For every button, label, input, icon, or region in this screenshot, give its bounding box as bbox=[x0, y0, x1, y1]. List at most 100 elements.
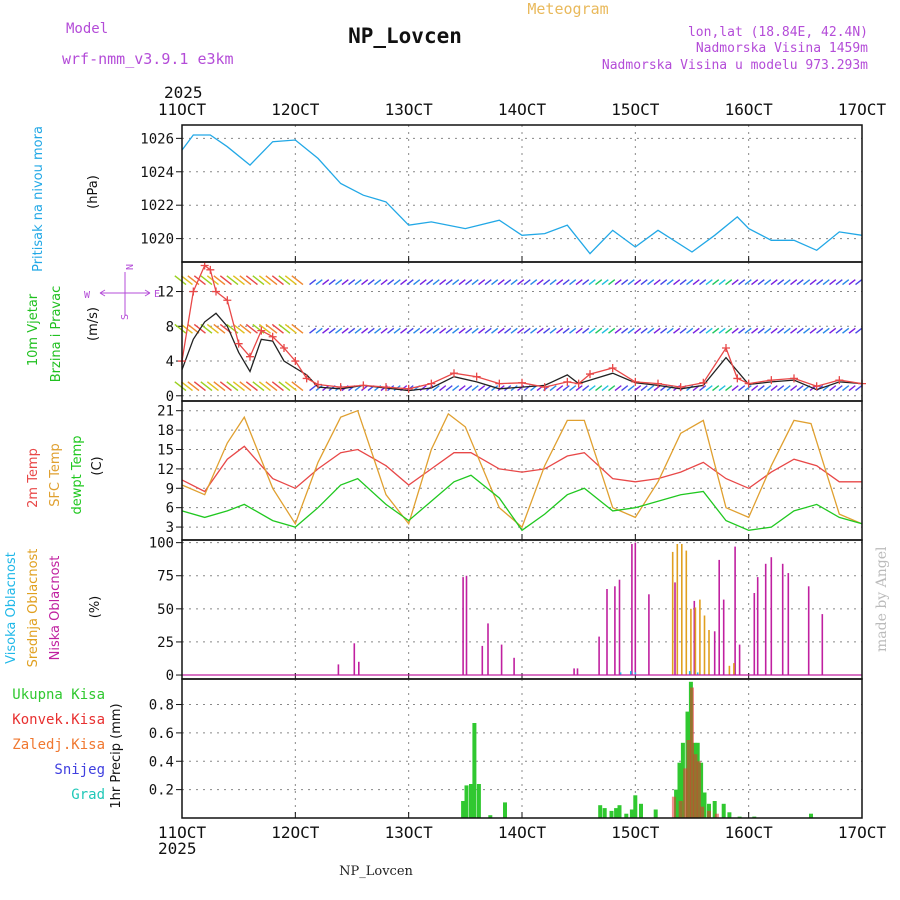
series-line-wind-gust bbox=[181, 264, 863, 390]
gust-marker bbox=[280, 344, 288, 353]
wind-barb bbox=[790, 327, 798, 334]
y-tick-label: 4 bbox=[166, 354, 174, 370]
wind-barb bbox=[770, 279, 778, 286]
bar-niska-oblacnost bbox=[753, 593, 756, 676]
wind-barb bbox=[517, 385, 525, 392]
wind-barb bbox=[725, 385, 733, 392]
wind-barb bbox=[835, 279, 843, 286]
legend-convective-rain: Konvek.Kisa bbox=[12, 712, 105, 728]
cloud-panel: Visoka Oblacnost Srednja Oblacnost Niska… bbox=[4, 536, 863, 684]
wind-barb bbox=[291, 381, 304, 392]
wind-barb bbox=[777, 279, 785, 286]
wind-barb bbox=[569, 279, 577, 286]
bar-visoka-oblacnost bbox=[630, 671, 632, 676]
wind-barb bbox=[744, 385, 752, 392]
bar-visoka-oblacnost bbox=[696, 672, 699, 675]
gust-marker bbox=[540, 383, 549, 392]
wind-barb bbox=[226, 275, 239, 286]
wind-barb bbox=[458, 279, 466, 286]
bar-ukupna-kisa bbox=[624, 813, 629, 818]
wind-barb bbox=[621, 385, 629, 392]
bar-niska-oblacnost bbox=[614, 586, 616, 675]
y-tick-label: 75 bbox=[157, 569, 174, 585]
wind-barb bbox=[232, 323, 245, 334]
wind-barb bbox=[647, 279, 655, 286]
wind-barb bbox=[419, 327, 427, 334]
gust-marker bbox=[404, 384, 413, 393]
wind-barb bbox=[271, 275, 284, 286]
cloud-ylabel-high: Visoka Oblacnost bbox=[4, 552, 19, 664]
wind-barb bbox=[712, 327, 720, 334]
y-tick-label: 3 bbox=[166, 520, 174, 536]
wind-barb bbox=[219, 381, 232, 392]
y-tick-label: 9 bbox=[166, 481, 174, 497]
wind-barb bbox=[284, 323, 297, 334]
wind-barb bbox=[432, 327, 440, 334]
wind-barb bbox=[258, 323, 271, 334]
wind-barb bbox=[556, 385, 564, 392]
wind-barb bbox=[271, 381, 284, 392]
wind-barb bbox=[291, 323, 304, 334]
bar-niska-oblacnost bbox=[618, 579, 621, 675]
wind-barb bbox=[193, 275, 206, 286]
y-tick-label: 0 bbox=[166, 668, 174, 684]
wind-barb bbox=[380, 279, 388, 286]
wind-barb bbox=[354, 279, 362, 286]
wind-barb bbox=[239, 323, 252, 334]
wind-barb bbox=[213, 275, 226, 286]
wind-barb bbox=[284, 381, 297, 392]
bar-niska-oblacnost bbox=[807, 586, 810, 675]
y-tick-label: 21 bbox=[157, 404, 174, 420]
bar-niska-oblacnost bbox=[576, 668, 579, 675]
wind-barb bbox=[180, 381, 193, 392]
wind-barb bbox=[439, 385, 447, 392]
gust-marker bbox=[812, 382, 821, 391]
wind-barb bbox=[575, 279, 583, 286]
bar-niska-oblacnost bbox=[756, 577, 759, 676]
pressure-panel: Pritisak na nivou mora (hPa) 10201022102… bbox=[31, 124, 863, 272]
wind-barb bbox=[842, 279, 850, 286]
wind-barb bbox=[725, 279, 733, 286]
wind-barb bbox=[245, 275, 258, 286]
gust-marker bbox=[733, 374, 742, 383]
bar-niska-oblacnost bbox=[821, 614, 824, 675]
wind-barb bbox=[491, 385, 499, 392]
wind-barb bbox=[530, 327, 538, 334]
y-tick-label: 8 bbox=[166, 319, 174, 335]
wind-barb bbox=[252, 323, 265, 334]
legend-snow: Snijeg bbox=[54, 762, 105, 778]
wind-barb bbox=[452, 279, 460, 286]
wind-barb bbox=[328, 279, 336, 286]
series-line-wind-speed bbox=[181, 312, 863, 392]
wind-panel: 10m Vjetar Brzina i Pravac (m/s) W E N S… bbox=[26, 261, 866, 405]
bar-srednja-oblacnost bbox=[681, 544, 683, 676]
gust-marker bbox=[359, 381, 368, 390]
wind-barb bbox=[796, 279, 804, 286]
wind-barb bbox=[439, 327, 447, 334]
bar-niska-oblacnost bbox=[598, 636, 600, 675]
cloud-unit: (%) bbox=[88, 596, 103, 619]
wind-barb bbox=[744, 327, 752, 334]
wind-barb bbox=[232, 275, 245, 286]
wind-barb bbox=[595, 279, 603, 286]
wind-barb bbox=[426, 279, 434, 286]
y-tick-label: 0.6 bbox=[149, 726, 174, 742]
wind-barb bbox=[699, 279, 707, 286]
bar-ukupna-kisa bbox=[653, 809, 658, 818]
wind-barb bbox=[601, 279, 609, 286]
wind-barb bbox=[497, 279, 505, 286]
wind-barb bbox=[504, 279, 512, 286]
wind-barb bbox=[219, 275, 232, 286]
bar-ukupna-kisa bbox=[639, 803, 643, 818]
wind-barb bbox=[393, 327, 401, 334]
gust-marker bbox=[574, 379, 583, 388]
wind-barb bbox=[471, 327, 479, 334]
gust-marker bbox=[767, 376, 776, 385]
compass-arrows-icon bbox=[99, 272, 151, 316]
gust-marker bbox=[427, 379, 436, 388]
wind-barb bbox=[679, 327, 687, 334]
wind-barb bbox=[361, 279, 369, 286]
wind-barb bbox=[445, 279, 453, 286]
wind-barb bbox=[764, 327, 772, 334]
wind-barb bbox=[816, 279, 824, 286]
